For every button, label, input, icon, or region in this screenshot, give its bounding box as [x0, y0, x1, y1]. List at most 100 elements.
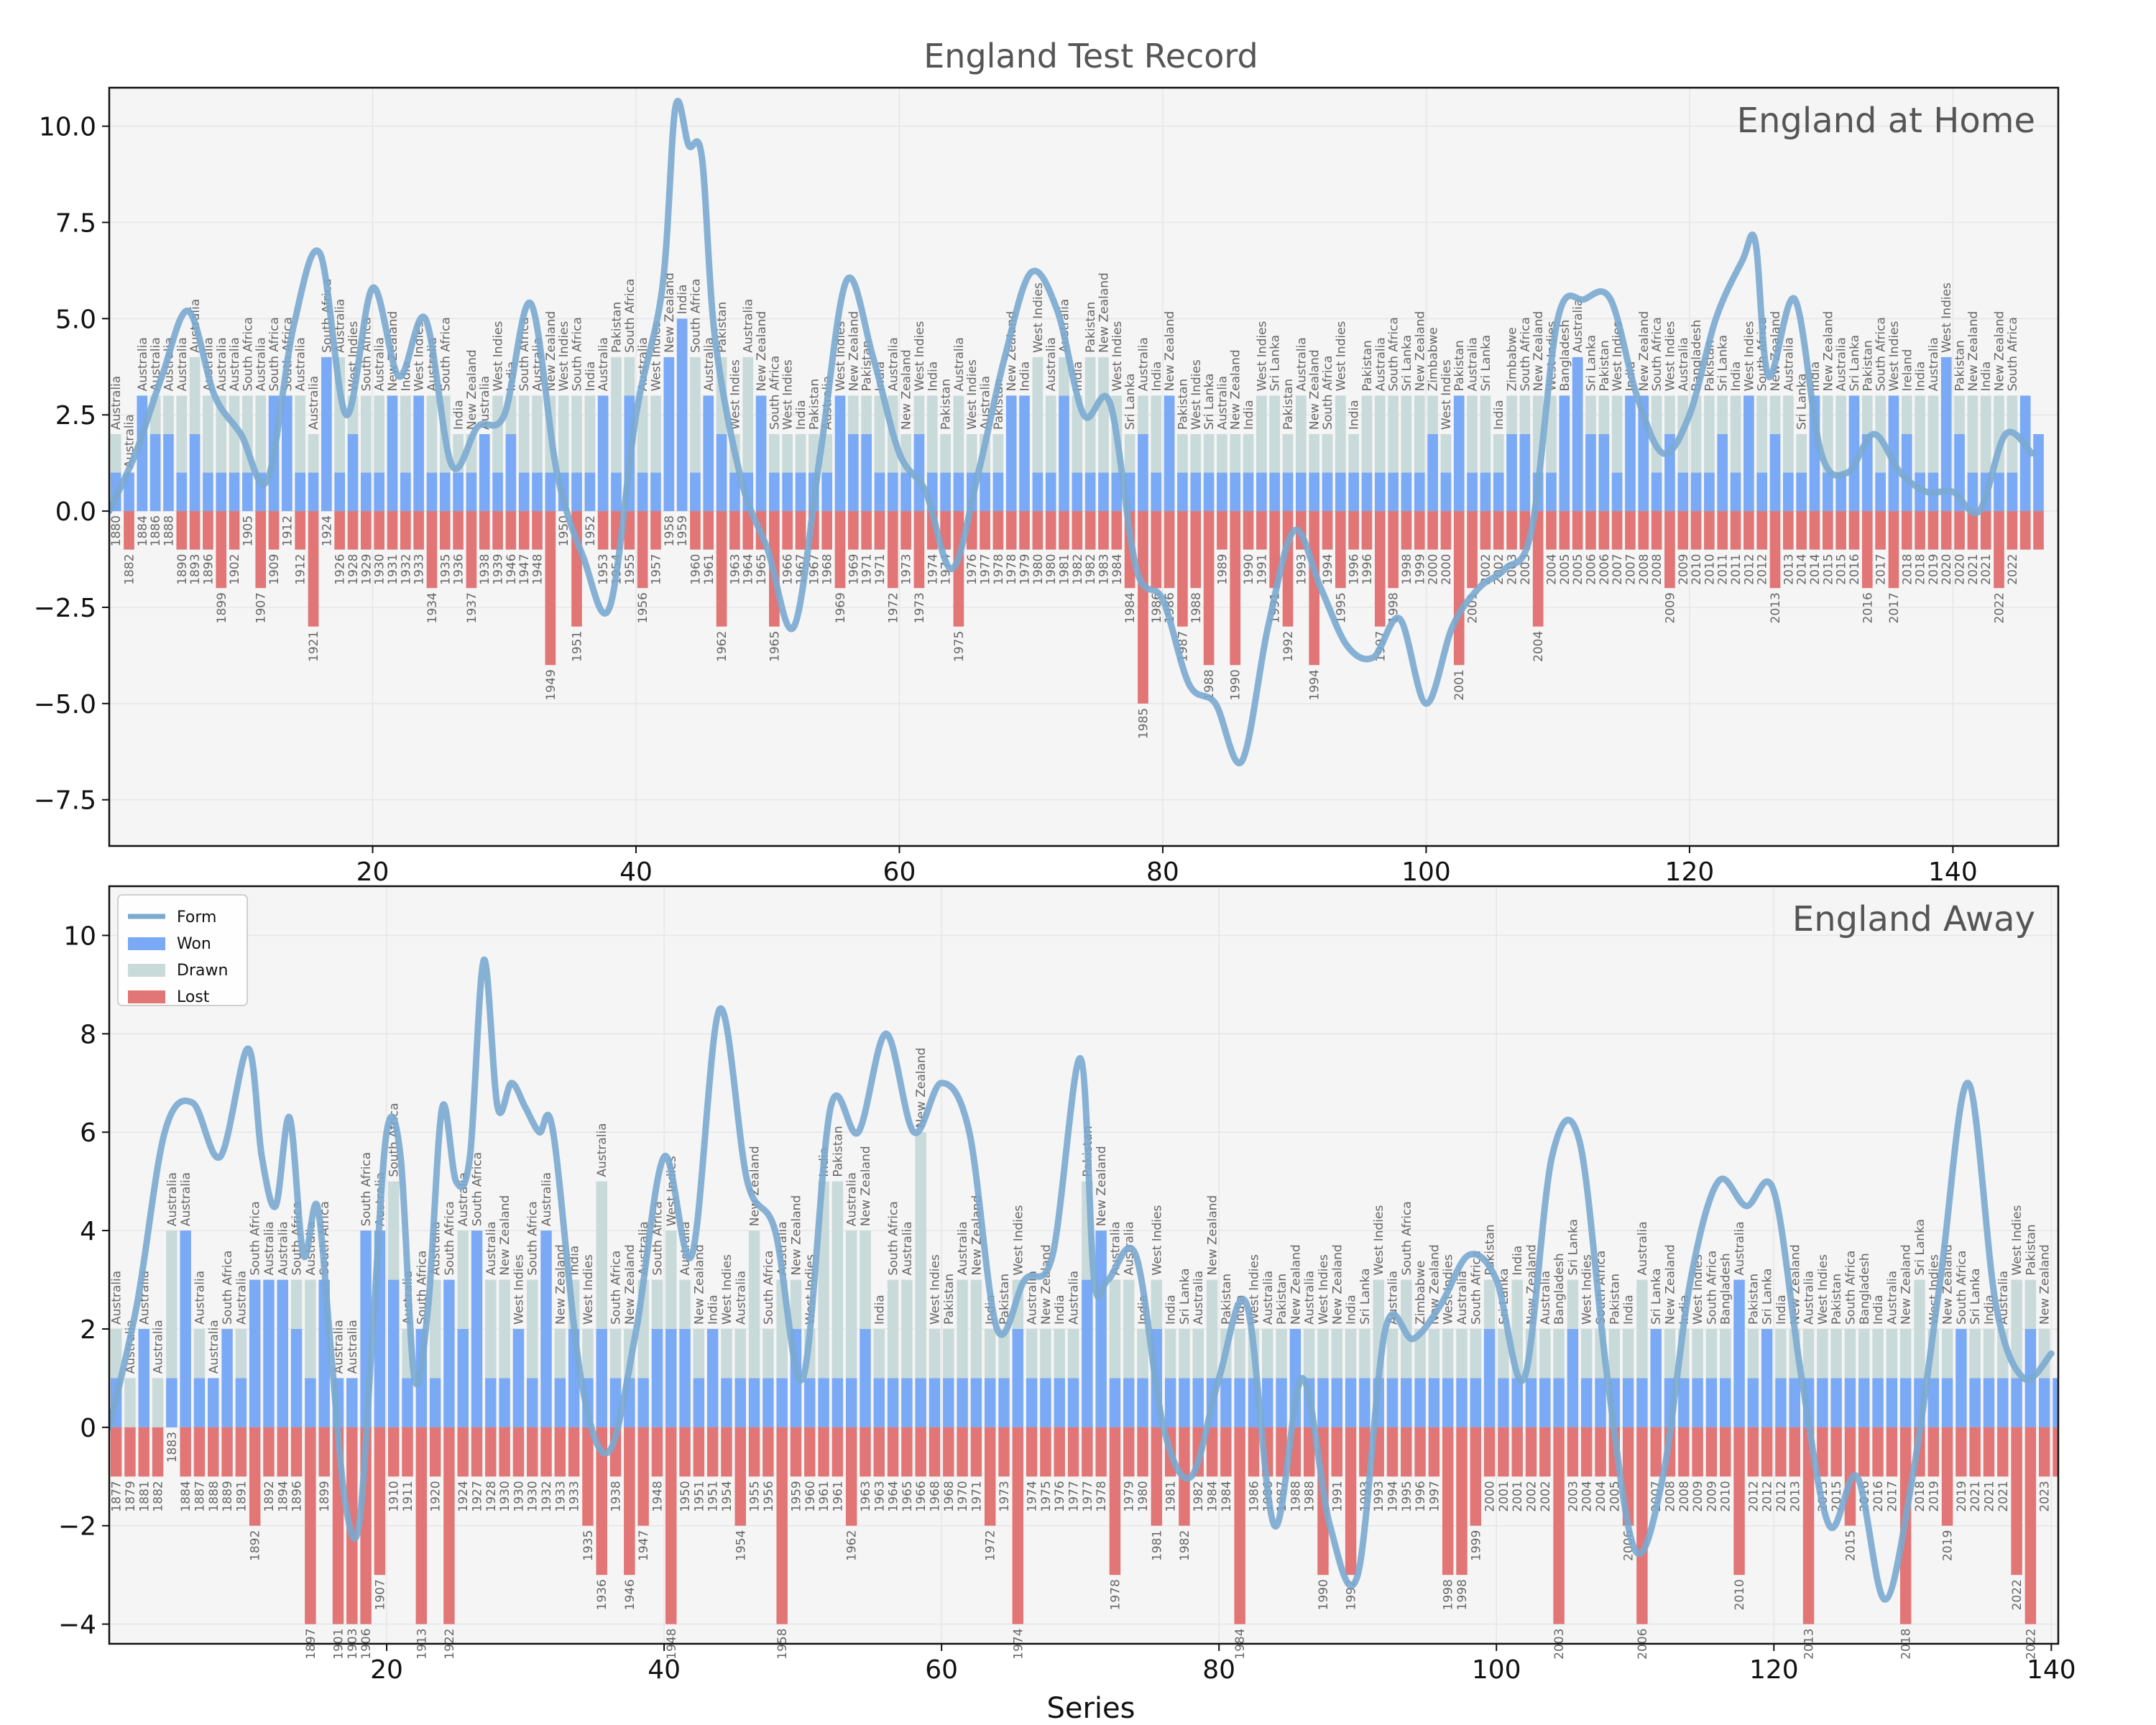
bar-won — [1872, 1378, 1884, 1427]
form-line — [109, 957, 2055, 1603]
bar-label-opponent: India — [1979, 362, 1994, 392]
bar-won — [1690, 472, 1702, 512]
bar-lost — [1511, 1427, 1523, 1477]
bar-drawn — [637, 395, 648, 473]
bar-won — [1955, 1328, 1967, 1427]
bar-won — [734, 1378, 746, 1427]
bar-lost — [776, 1427, 788, 1624]
bar-lost — [984, 1427, 996, 1526]
bar-won — [1428, 1378, 1440, 1427]
bar-drawn — [1835, 395, 1846, 473]
bar-drawn — [110, 433, 121, 473]
bar-label-year: 1988 — [1289, 1481, 1303, 1512]
bar-label-opponent: Australia — [478, 376, 492, 430]
bar-won — [1282, 472, 1294, 512]
bar-lost — [263, 1427, 275, 1477]
bar-drawn — [2011, 1279, 2022, 1379]
bar-label-year: 2021 — [1983, 1481, 1997, 1512]
bar-label-opponent: Pakistan — [610, 302, 625, 353]
x-tick-label: 60 — [925, 1655, 958, 1685]
y-tick-label: 2.5 — [55, 401, 96, 431]
bar-label-year: 2022 — [2010, 1579, 2024, 1610]
bar-label-opponent: Australia — [179, 1172, 193, 1226]
bar-drawn — [845, 1230, 857, 1379]
bar-label-opponent: South Africa — [359, 1152, 374, 1226]
bar-label-opponent: Australia — [484, 1221, 499, 1275]
bar-drawn — [1980, 395, 1991, 473]
bar-drawn — [152, 1378, 164, 1427]
panel-title: England Away — [1792, 899, 2035, 939]
bar-label-year: 1988 — [1303, 1481, 1317, 1512]
bar-lost — [887, 511, 898, 589]
panel-title: England at Home — [1737, 101, 2035, 141]
bar-label-year: 1938 — [478, 554, 492, 585]
bar-won — [1054, 1378, 1065, 1427]
bar-lost — [873, 1427, 885, 1477]
bar-label-opponent: Australia — [1885, 1271, 1899, 1325]
bar-won — [1835, 472, 1846, 512]
form-line — [109, 97, 2035, 767]
bar-label-year: 1957 — [650, 554, 664, 585]
bar-won — [453, 472, 464, 512]
bar-won — [1580, 1378, 1593, 1427]
bar-lost — [532, 511, 543, 550]
bar-label-opponent: South Africa — [1469, 1251, 1483, 1325]
bar-drawn — [1203, 433, 1215, 473]
bar-label-year: 1970 — [956, 1481, 970, 1512]
bar-won — [387, 395, 398, 512]
bar-label-year: 1965 — [768, 631, 782, 662]
bar-label-opponent: Australia — [900, 1221, 915, 1275]
bar-label-opponent: West Indies — [1150, 1205, 1164, 1276]
bar-label-opponent: Australia — [1466, 337, 1480, 391]
panel-away: Australia 1877 Australia 1879 Australia 1881 A… — [58, 885, 2076, 1685]
bar-label-opponent: Pakistan — [1281, 379, 1296, 430]
bar-lost — [1322, 511, 1333, 550]
bar-lost — [1164, 511, 1175, 589]
bar-label-year: 1994 — [1386, 1481, 1401, 1512]
bar-label-opponent: Australia — [1677, 337, 1691, 391]
bar-label-opponent: New Zealand — [663, 272, 677, 353]
bar-lost — [387, 1427, 400, 1477]
bar-drawn — [665, 1230, 677, 1329]
y-tick-label: 10.0 — [39, 113, 96, 142]
bar-lost — [1234, 1427, 1245, 1624]
bar-lost — [1638, 511, 1649, 550]
bar-label-opponent: South Africa — [2006, 317, 2020, 391]
bar-lost — [624, 511, 635, 550]
bar-label-opponent: Pakistan — [1830, 1274, 1844, 1325]
bar-label-opponent: West Indies — [965, 359, 980, 430]
bar-label-year: 1995 — [1400, 1481, 1414, 1512]
bar-drawn — [189, 356, 201, 434]
bar-label-opponent: New Zealand — [1821, 311, 1835, 392]
bar-lost — [387, 511, 398, 550]
bar-lost — [1151, 511, 1162, 589]
bar-label-year: 1959 — [676, 515, 690, 546]
bar-drawn — [1282, 433, 1294, 473]
bar-won — [1705, 1378, 1718, 1427]
bar-label-opponent: Australia — [228, 337, 242, 391]
bar-label-year: 1996 — [1348, 554, 1362, 585]
bar-won — [1138, 433, 1148, 512]
bar-won — [305, 1378, 316, 1427]
bar-lost — [439, 511, 451, 550]
bar-won — [821, 472, 833, 512]
bar-won — [957, 1378, 968, 1427]
bar-lost — [650, 511, 661, 550]
bar-label-opponent: Australia — [702, 337, 717, 391]
bar-label-year: 1951 — [571, 631, 585, 662]
bar-label-opponent: Pakistan — [942, 1274, 957, 1325]
bar-label-year: 2005 — [1608, 1481, 1622, 1512]
y-tick-label: −4 — [58, 1611, 96, 1640]
bar-label-year: 2019 — [1927, 1481, 1941, 1512]
bar-drawn — [1359, 1328, 1370, 1379]
bar-won — [532, 472, 543, 512]
bar-label-opponent: Australia — [254, 337, 269, 391]
bar-label-year: 1984 — [1110, 554, 1125, 585]
bar-label-year: 2012 — [1761, 1481, 1775, 1512]
figure-title: England Test Record — [923, 37, 1258, 75]
bar-label-year: 1953 — [596, 554, 611, 585]
bar-lost — [1886, 1427, 1898, 1477]
bar-lost — [1915, 511, 1925, 550]
bar-label-opponent: Australia — [734, 1271, 748, 1325]
